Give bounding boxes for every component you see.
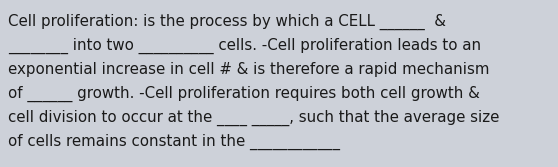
Text: of ______ growth. -Cell proliferation requires both cell growth &: of ______ growth. -Cell proliferation re… <box>8 86 480 102</box>
Text: Cell proliferation: is the process by which a CELL ______  &: Cell proliferation: is the process by wh… <box>8 14 446 30</box>
Text: cell division to occur at the ____ _____, such that the average size: cell division to occur at the ____ _____… <box>8 110 499 126</box>
Text: of cells remains constant in the ____________: of cells remains constant in the _______… <box>8 134 340 150</box>
Text: ________ into two __________ cells. -Cell proliferation leads to an: ________ into two __________ cells. -Cel… <box>8 38 481 54</box>
Text: exponential increase in cell # & is therefore a rapid mechanism: exponential increase in cell # & is ther… <box>8 62 489 77</box>
